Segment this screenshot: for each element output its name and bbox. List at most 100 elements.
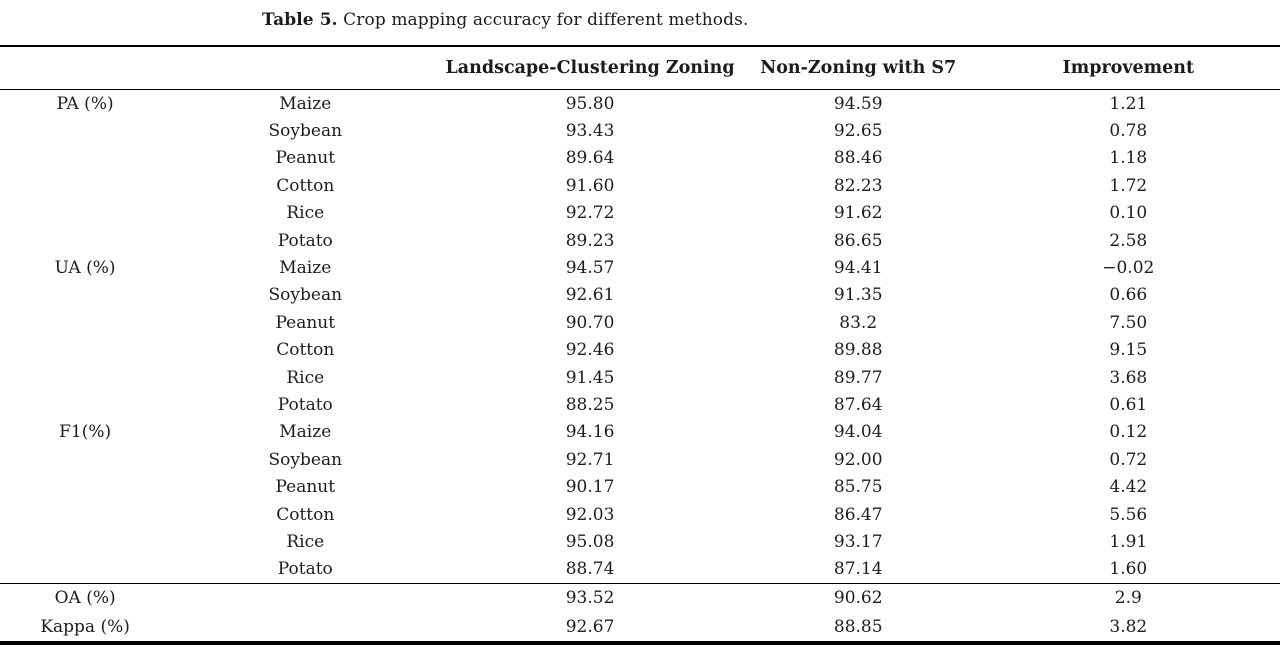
cell-non-zoning: 88.46 [833, 148, 883, 169]
cell-non-zoning: 92.65 [833, 121, 883, 142]
cell-improvement: 0.61 [1109, 394, 1148, 415]
table-row: Soybean 92.61 91.35 0.66 [0, 282, 1280, 309]
cell-non-zoning: 94.04 [833, 422, 883, 443]
cell-metric [0, 145, 170, 172]
cell-zoning: 88.25 [565, 394, 615, 415]
table-row: Cotton 92.03 86.47 5.56 [0, 501, 1280, 528]
table-footer: OA (%) 93.52 90.62 2.9 Kappa (%) 92.67 88.85 3.… [0, 584, 1280, 644]
cell-zoning: 95.08 [565, 531, 615, 552]
cell-crop: Cotton [276, 504, 335, 525]
cell-metric: UA (%) [54, 258, 116, 279]
cell-improvement: 1.18 [1109, 148, 1148, 169]
cell-metric [0, 309, 170, 336]
column-header-improvement: Improvement [976, 46, 1280, 90]
table-row: Potato 88.25 87.64 0.61 [0, 391, 1280, 418]
cell-metric [0, 446, 170, 473]
cell-zoning: 92.46 [565, 340, 615, 361]
accuracy-table: Landscape-Clustering Zoning Non-Zoning w… [0, 45, 1280, 646]
cell-improvement: 5.56 [1109, 504, 1148, 525]
cell-non-zoning: 91.35 [833, 285, 883, 306]
cell-metric: F1(%) [59, 422, 112, 443]
cell-zoning: 95.80 [565, 93, 615, 114]
cell-non-zoning: 86.65 [833, 230, 883, 251]
cell-non-zoning: 83.2 [839, 312, 878, 333]
table-header: Landscape-Clustering Zoning Non-Zoning w… [0, 46, 1280, 90]
cell-crop [170, 613, 440, 644]
cell-zoning: 92.72 [565, 203, 615, 224]
cell-zoning: 90.70 [565, 312, 615, 333]
table-row: Soybean 93.43 92.65 0.78 [0, 117, 1280, 144]
cell-zoning: 91.60 [565, 175, 615, 196]
cell-non-zoning: 93.17 [833, 531, 883, 552]
cell-metric [0, 555, 171, 585]
cell-crop [170, 584, 440, 613]
cell-metric: OA (%) [54, 588, 116, 609]
cell-crop: Maize [279, 258, 332, 279]
cell-crop: Rice [286, 531, 325, 552]
cell-non-zoning: 90.62 [833, 588, 883, 609]
cell-non-zoning: 86.47 [833, 504, 883, 525]
cell-crop: Soybean [268, 449, 343, 470]
cell-non-zoning: 87.64 [833, 394, 883, 415]
cell-improvement: 2.58 [1109, 230, 1148, 251]
table-row: Peanut 90.70 83.2 7.50 [0, 309, 1280, 336]
cell-zoning: 91.45 [565, 367, 615, 388]
cell-metric [0, 391, 170, 418]
table-caption: Table 5. Crop mapping accuracy for diffe… [262, 10, 748, 30]
cell-crop: Soybean [268, 285, 343, 306]
cell-crop: Cotton [276, 340, 335, 361]
cell-zoning: 92.67 [565, 616, 615, 637]
cell-metric [0, 200, 170, 227]
header-row: Landscape-Clustering Zoning Non-Zoning w… [0, 46, 1280, 90]
cell-improvement: 0.78 [1109, 121, 1148, 142]
cell-zoning: 93.43 [565, 121, 615, 142]
cell-zoning: 92.61 [565, 285, 615, 306]
cell-non-zoning: 85.75 [833, 477, 883, 498]
table-row: Rice 92.72 91.62 0.10 [0, 200, 1280, 227]
cell-improvement: 1.72 [1109, 175, 1148, 196]
table-row: Kappa (%) 92.67 88.85 3.82 [0, 613, 1280, 644]
cell-improvement: 3.68 [1109, 367, 1148, 388]
cell-crop: Cotton [276, 175, 335, 196]
cell-improvement: 4.42 [1109, 477, 1148, 498]
cell-metric [0, 364, 170, 391]
cell-crop: Potato [277, 394, 333, 415]
cell-zoning: 94.57 [565, 258, 615, 279]
cell-improvement: 1.91 [1109, 531, 1148, 552]
cell-metric [0, 528, 170, 555]
cell-improvement: 1.21 [1109, 93, 1148, 114]
cell-improvement: 1.60 [976, 555, 1280, 585]
column-header-zoning: Landscape-Clustering Zoning [440, 46, 740, 90]
cell-metric: PA (%) [56, 93, 114, 114]
cell-non-zoning: 82.23 [833, 175, 883, 196]
table-caption-text: Crop mapping accuracy for different meth… [337, 10, 749, 30]
cell-zoning: 88.74 [440, 555, 740, 585]
cell-crop: Peanut [275, 148, 336, 169]
cell-non-zoning: 88.85 [833, 616, 883, 637]
table-row: Rice 95.08 93.17 1.91 [0, 528, 1280, 555]
table-row: PA (%) Maize 95.80 94.59 1.21 [0, 90, 1280, 118]
cell-crop: Maize [279, 93, 332, 114]
cell-zoning: 89.64 [565, 148, 615, 169]
cell-improvement: 0.12 [1109, 422, 1148, 443]
cell-improvement: 2.9 [1114, 588, 1142, 609]
table-row: Cotton 92.46 89.88 9.15 [0, 337, 1280, 364]
cell-metric [0, 227, 170, 254]
cell-non-zoning: 87.14 [739, 555, 977, 585]
cell-crop: Peanut [275, 312, 336, 333]
cell-crop: Rice [286, 203, 325, 224]
cell-non-zoning: 91.62 [833, 203, 883, 224]
cell-non-zoning: 94.59 [833, 93, 883, 114]
cell-zoning: 92.03 [565, 504, 615, 525]
table-row: Cotton 91.60 82.23 1.72 [0, 172, 1280, 199]
cell-metric [0, 117, 170, 144]
cell-metric: Kappa (%) [40, 616, 130, 637]
cell-improvement: 0.72 [1109, 449, 1148, 470]
cell-zoning: 90.17 [565, 477, 615, 498]
table-body: PA (%) Maize 95.80 94.59 1.21 Soybean 93.43 92.… [0, 90, 1280, 585]
table-row: Rice 91.45 89.77 3.68 [0, 364, 1280, 391]
table-row: Potato 89.23 86.65 2.58 [0, 227, 1280, 254]
table-row: Soybean 92.71 92.00 0.72 [0, 446, 1280, 473]
table-caption-label: Table 5. [262, 10, 338, 30]
cell-zoning: 89.23 [565, 230, 615, 251]
